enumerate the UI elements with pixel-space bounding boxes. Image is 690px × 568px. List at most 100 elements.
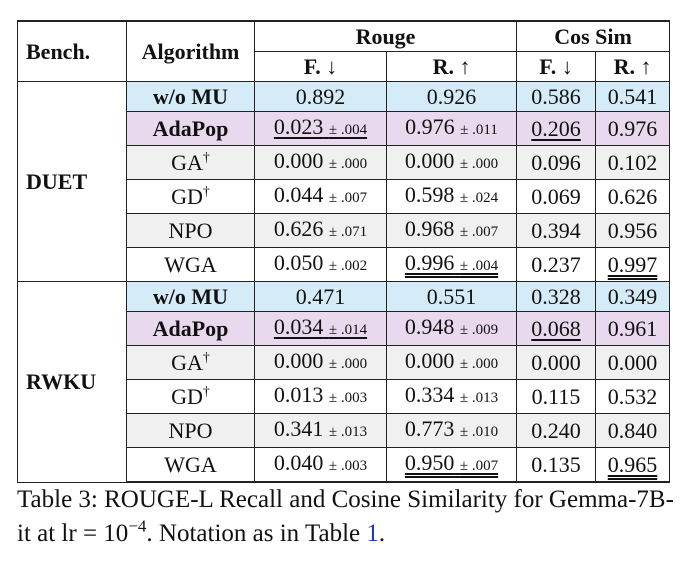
value-wrap: 0.840	[608, 418, 658, 443]
value-wrap: 0.598 ± .024	[405, 182, 498, 207]
value-wrap: 0.135	[531, 452, 581, 477]
value-cell-cf: 0.206	[516, 111, 597, 146]
value-wrap: 0.000 ± .000	[405, 148, 498, 173]
metric-value: 0.237	[531, 252, 581, 277]
value-cell-rr: 0.926	[386, 81, 518, 112]
metric-value: 0.965	[607, 452, 658, 477]
value-wrap: 0.892	[296, 84, 346, 109]
value-wrap: 0.000	[531, 350, 581, 375]
metric-value: 0.206	[531, 116, 581, 141]
std-dev: ± .007	[459, 224, 499, 240]
table-caption: Table 3: ROUGE-L Recall and Cosine Simil…	[17, 483, 677, 551]
results-table-wrapper: Bench. Algorithm Rouge Cos Sim F. ↓ R. ↑…	[17, 20, 671, 483]
dagger-mark: †	[202, 184, 210, 200]
value-wrap: 0.102	[608, 150, 658, 175]
metric-value: 0.997	[607, 252, 658, 277]
value-wrap: 0.996 ± .004	[405, 250, 498, 275]
value-cell-cr: 0.997	[595, 247, 671, 282]
std-dev: ± .013	[459, 390, 499, 406]
value-cell-rr: 0.000 ± .000	[386, 145, 518, 180]
metric-value: 0.626	[273, 216, 324, 241]
algorithm-cell: AdaPop	[126, 311, 255, 346]
std-dev: ± .004	[328, 122, 368, 138]
value-wrap: 0.926	[427, 84, 477, 109]
table-row: AdaPop 0.023 ± .004 0.976 ± .011 0.206 0.976	[18, 111, 671, 146]
header-bench: Bench.	[17, 20, 127, 82]
algorithm-name: w/o MU	[152, 84, 229, 109]
value-wrap: 0.471	[296, 284, 346, 309]
algorithm-cell: GA†	[126, 145, 255, 180]
value-cell-cf: 0.586	[516, 81, 597, 112]
algorithm-name: NPO	[168, 418, 213, 443]
value-wrap: 0.948 ± .009	[405, 314, 498, 339]
metric-value: 0.328	[531, 284, 581, 309]
table-row: RWKU w/o MU 0.471 0.551 0.328 0.349	[17, 281, 671, 483]
std-dev: ± .000	[328, 156, 368, 172]
table-row: GD† 0.044 ± .007 0.598 ± .024 0.069 0.626	[18, 179, 671, 214]
metric-value: 0.551	[426, 284, 477, 309]
caption-table-ref[interactable]: 1	[366, 520, 379, 547]
metric-value: 0.968	[404, 216, 455, 241]
algorithm-name: AdaPop	[152, 116, 229, 141]
value-wrap: 0.000 ± .000	[274, 148, 367, 173]
value-wrap: 0.000 ± .000	[405, 348, 498, 373]
metric-value: 0.892	[295, 84, 346, 109]
value-wrap: 0.349	[608, 284, 658, 309]
algorithm-cell: GA†	[126, 345, 255, 380]
value-wrap: 0.240	[531, 418, 581, 443]
header-cos-retain: R. ↑	[595, 51, 671, 82]
value-cell-rf: 0.034 ± .014	[254, 311, 387, 346]
value-cell-rf: 0.040 ± .003	[254, 447, 387, 483]
value-wrap: 0.626 ± .071	[274, 216, 367, 241]
metric-value: 0.976	[607, 116, 658, 141]
value-wrap: 0.068	[531, 316, 581, 341]
value-cell-cr: 0.956	[595, 213, 671, 248]
metric-value: 0.040	[273, 450, 324, 475]
table-row: GA† 0.000 ± .000 0.000 ± .000 0.096 0.102	[18, 145, 671, 180]
std-dev: ± .000	[328, 356, 368, 372]
std-dev: ± .003	[328, 458, 368, 474]
std-dev: ± .000	[459, 156, 499, 172]
value-wrap: 0.206	[531, 116, 581, 141]
metric-value: 0.996	[404, 250, 455, 275]
value-wrap: 0.050 ± .002	[274, 250, 367, 275]
value-cell-rr: 0.551	[386, 281, 518, 312]
value-cell-rf: 0.000 ± .000	[254, 145, 387, 180]
value-cell-cr: 0.532	[595, 379, 671, 414]
value-wrap: 0.040 ± .003	[274, 450, 367, 475]
value-cell-rf: 0.023 ± .004	[254, 111, 387, 146]
std-dev: ± .004	[459, 258, 499, 274]
metric-value: 0.000	[607, 350, 658, 375]
header-algorithm: Algorithm	[126, 20, 255, 82]
caption-exponent: −4	[128, 516, 147, 536]
value-wrap: 0.950 ± .007	[405, 450, 498, 475]
algorithm-name: AdaPop	[152, 316, 229, 341]
table-row: GD† 0.013 ± .003 0.334 ± .013 0.115 0.532	[18, 379, 671, 414]
metric-value: 0.000	[273, 148, 324, 173]
metric-value: 0.394	[531, 218, 581, 243]
metric-value: 0.023	[273, 114, 324, 139]
metric-value: 0.586	[531, 84, 581, 109]
value-wrap: 0.013 ± .003	[274, 382, 367, 407]
metric-value: 0.000	[404, 148, 455, 173]
algorithm-name: GD	[171, 384, 203, 409]
value-wrap: 0.394	[531, 218, 581, 243]
value-cell-cf: 0.068	[516, 311, 597, 346]
algorithm-name: GD	[171, 184, 203, 209]
metric-value: 0.135	[531, 452, 581, 477]
metric-value: 0.240	[531, 418, 581, 443]
value-wrap: 0.626	[608, 184, 658, 209]
dagger-mark: †	[202, 384, 210, 400]
value-wrap: 0.000	[608, 350, 658, 375]
table-row: AdaPop 0.034 ± .014 0.948 ± .009 0.068 0.961	[18, 311, 671, 346]
value-cell-rr: 0.948 ± .009	[386, 311, 518, 346]
header-rouge-retain: R. ↑	[386, 51, 518, 82]
header-rouge: Rouge	[254, 20, 518, 52]
metric-value: 0.956	[607, 218, 658, 243]
header-rouge-forget: F. ↓	[254, 51, 387, 82]
value-wrap: 0.034 ± .014	[274, 314, 367, 339]
metric-value: 0.000	[273, 348, 324, 373]
value-wrap: 0.532	[608, 384, 658, 409]
value-cell-rr: 0.000 ± .000	[386, 345, 518, 380]
value-wrap: 0.044 ± .007	[274, 182, 367, 207]
